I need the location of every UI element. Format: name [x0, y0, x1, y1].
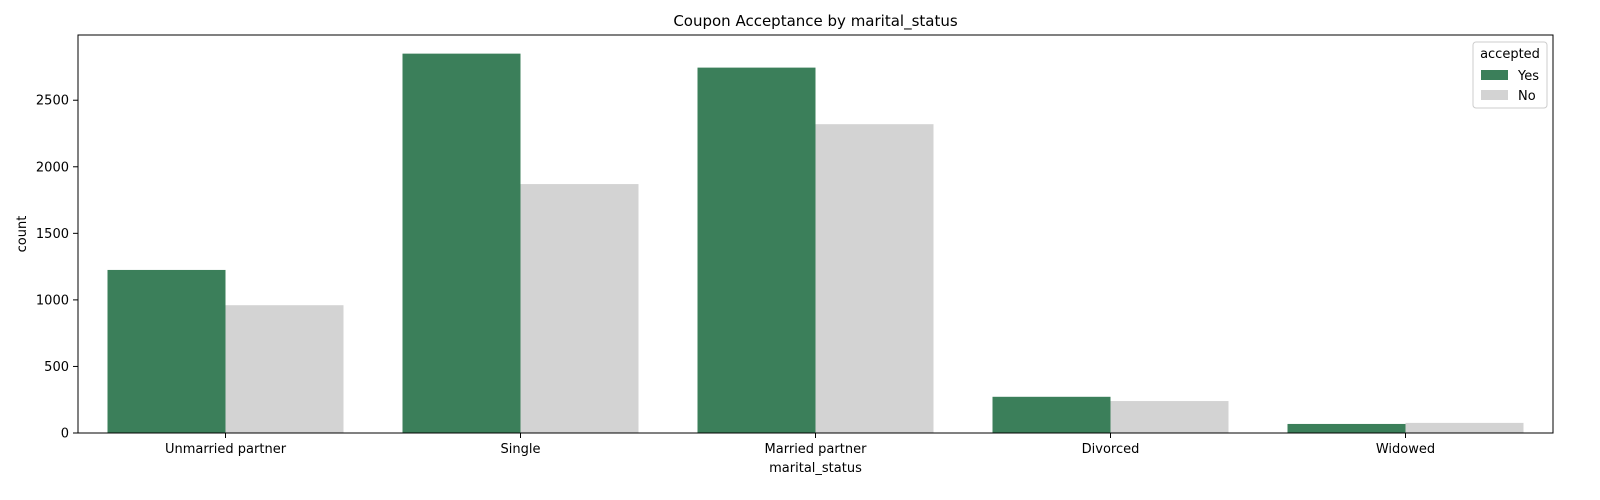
- bar-no-single: [520, 184, 639, 433]
- bar-no-married-partner: [815, 124, 934, 433]
- bars-group: [107, 53, 1524, 434]
- x-tick-label: Widowed: [1376, 442, 1435, 457]
- y-axis: 0 500 1000 1500 2000 2500: [36, 94, 78, 442]
- chart-title: Coupon Acceptance by marital_status: [673, 12, 958, 31]
- legend-swatch-no: [1481, 90, 1508, 100]
- legend-title: accepted: [1480, 47, 1540, 62]
- y-tick-label: 2000: [36, 160, 69, 175]
- y-tick-label: 500: [44, 360, 69, 375]
- bar-no-widowed: [1405, 422, 1524, 433]
- y-axis-label: count: [15, 216, 30, 253]
- y-tick-label: 0: [61, 427, 69, 442]
- x-axis: Unmarried partner Single Married partner Di…: [165, 433, 1435, 457]
- bar-yes-unmarried-partner: [107, 269, 226, 433]
- x-tick-label: Married partner: [765, 442, 868, 457]
- bar-yes-married-partner: [697, 67, 816, 434]
- x-tick-label: Divorced: [1082, 442, 1140, 457]
- bar-yes-single: [402, 53, 521, 434]
- bar-no-unmarried-partner: [225, 305, 344, 433]
- y-tick-label: 1500: [36, 227, 69, 242]
- bar-yes-divorced: [992, 396, 1111, 433]
- plot-frame: [77, 34, 1554, 434]
- bar-yes-widowed: [1287, 423, 1406, 433]
- bar-no-divorced: [1110, 401, 1229, 433]
- y-tick-label: 2500: [36, 94, 69, 109]
- x-axis-label: marital_status: [769, 461, 862, 476]
- legend-swatch-yes: [1481, 70, 1508, 80]
- x-tick-label: Unmarried partner: [165, 442, 287, 457]
- legend: accepted Yes No: [1472, 41, 1548, 109]
- x-tick-label: Single: [501, 442, 541, 457]
- legend-label-no: No: [1518, 89, 1536, 104]
- legend-label-yes: Yes: [1517, 69, 1539, 84]
- y-tick-label: 1000: [36, 293, 69, 308]
